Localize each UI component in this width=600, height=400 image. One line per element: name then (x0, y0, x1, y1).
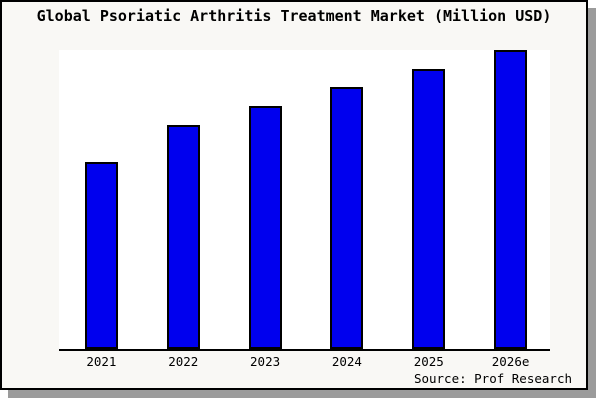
x-tick-label-2023: 2023 (250, 354, 281, 369)
chart-frame: Global Psoriatic Arthritis Treatment Mar… (0, 0, 588, 390)
bar-2026e (494, 50, 528, 349)
bar-2022 (166, 125, 200, 349)
bar-2023 (248, 106, 282, 349)
x-tick-label-2024: 2024 (331, 354, 362, 369)
bar-2025 (412, 69, 446, 349)
x-tick-label-2022: 2022 (168, 354, 199, 369)
bar-2021 (84, 162, 118, 349)
chart-title: Global Psoriatic Arthritis Treatment Mar… (36, 7, 552, 25)
x-axis-line (59, 349, 550, 351)
bar-2024 (330, 87, 364, 349)
x-tick-label-2021: 2021 (86, 354, 117, 369)
source-note: Source: Prof Research (413, 371, 572, 386)
x-tick-label-2026e: 2026e (491, 354, 530, 369)
x-tick-label-2025: 2025 (413, 354, 444, 369)
plot-area (59, 50, 550, 349)
